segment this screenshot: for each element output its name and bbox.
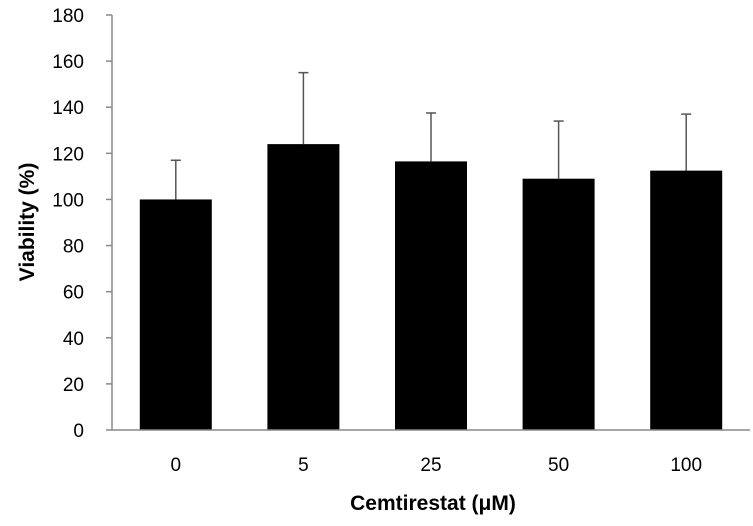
bar-50 xyxy=(522,178,595,430)
y-tick-label: 40 xyxy=(63,329,84,350)
x-tick-label: 25 xyxy=(420,455,441,476)
x-tick-label: 0 xyxy=(171,455,182,476)
bar-5 xyxy=(267,144,340,430)
y-tick-label: 80 xyxy=(63,237,84,258)
bar-0 xyxy=(139,199,212,430)
x-tick-label: 5 xyxy=(298,455,309,476)
y-tick-label: 120 xyxy=(52,144,84,165)
y-tick-label: 140 xyxy=(52,98,84,119)
y-tick-label: 100 xyxy=(52,190,84,211)
bar-100 xyxy=(650,170,723,430)
y-tick-label: 180 xyxy=(52,6,84,27)
x-axis-ticks: 0 5 25 50 100 xyxy=(171,455,703,476)
x-tick-label: 50 xyxy=(548,455,569,476)
y-axis-ticks: 0 20 40 60 80 100 120 140 160 180 xyxy=(52,6,112,442)
y-tick-label: 60 xyxy=(63,283,84,304)
y-tick-label: 160 xyxy=(52,52,84,73)
x-tick-label: 100 xyxy=(670,455,702,476)
x-axis-title: Cemtirestat (μM) xyxy=(350,492,516,515)
bar-25 xyxy=(395,161,467,430)
y-tick-label: 20 xyxy=(63,375,84,396)
error-bars xyxy=(170,71,692,200)
y-axis-title: Viability (%) xyxy=(16,163,39,282)
y-tick-label: 0 xyxy=(73,421,84,442)
bars xyxy=(139,144,723,430)
